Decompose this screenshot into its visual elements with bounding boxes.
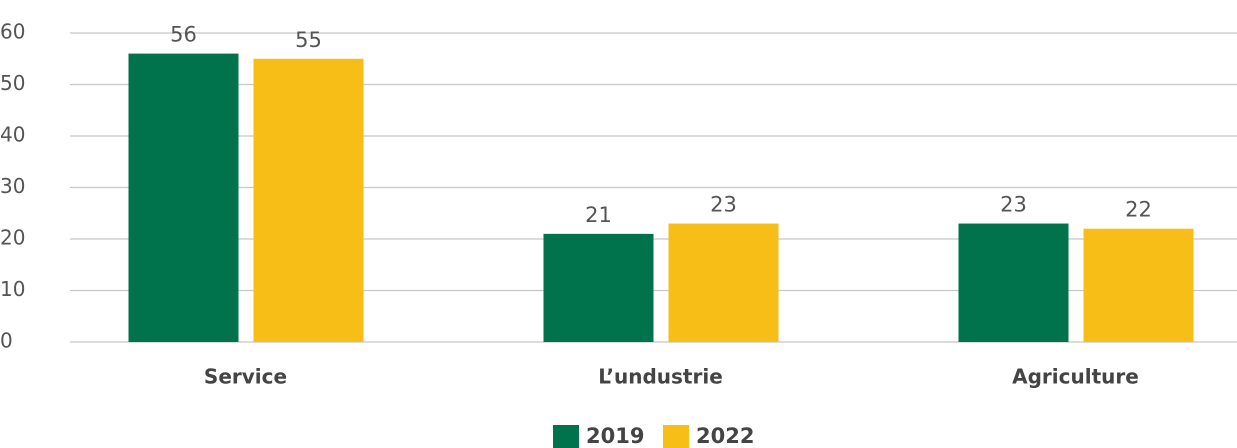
data-label: 55 [295,28,322,52]
bar [543,233,654,342]
bar [668,223,779,342]
legend-swatch [663,425,689,448]
bar [958,223,1069,342]
y-tick-label: 0 [0,329,13,353]
data-label: 23 [1000,193,1027,217]
y-tick-label: 30 [0,174,25,198]
legend-label: 2022 [696,424,754,448]
legend-label: 2019 [586,424,644,448]
legend-swatch [553,425,579,448]
bar [1083,228,1194,342]
data-label: 23 [710,193,737,217]
y-tick-label: 60 [0,20,25,44]
x-tick-label: Service [204,365,287,389]
data-label: 22 [1125,198,1152,222]
bar [128,53,239,342]
x-tick-label: L’undustrie [598,365,723,389]
bar [253,58,364,342]
y-tick-label: 50 [0,71,25,95]
data-label: 21 [585,203,612,227]
data-label: 56 [170,23,197,47]
y-tick-label: 20 [0,226,25,250]
y-tick-label: 40 [0,123,25,147]
y-tick-label: 10 [0,277,25,301]
x-tick-label: Agriculture [1012,365,1139,389]
